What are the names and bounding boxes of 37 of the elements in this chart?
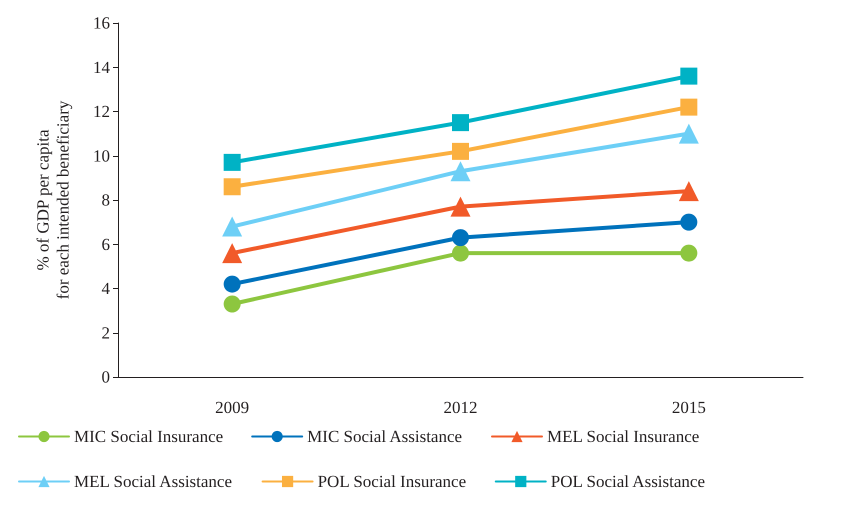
point (222, 216, 242, 237)
y-tick-label: 8 (102, 190, 110, 210)
point (678, 181, 699, 202)
point (678, 124, 699, 144)
point (224, 276, 241, 293)
point (452, 244, 469, 262)
y-tick-label: 0 (102, 368, 110, 386)
legend-label: POL Social Assistance (550, 472, 706, 491)
point (450, 161, 470, 182)
y-tick-label: 10 (93, 146, 110, 166)
legend-label: MEL Social Assistance (74, 472, 232, 491)
legend-label: POL Social Insurance (318, 472, 466, 491)
point (452, 114, 469, 132)
y-tick-label: 4 (102, 279, 110, 298)
point (450, 196, 470, 217)
legend-label: MIC Social Assistance (307, 427, 462, 446)
point (680, 244, 698, 262)
point (452, 229, 469, 246)
y-tick-label: 14 (93, 58, 110, 77)
point (222, 243, 242, 264)
x-tick-label: 2012 (444, 398, 478, 417)
point (224, 178, 241, 196)
legend-label: MIC Social Insurance (74, 427, 224, 446)
point (680, 98, 698, 116)
point (224, 154, 241, 171)
y-axis-title: % of GDP per capita for each intended beneficiary (34, 100, 72, 300)
x-tick-label: 2015 (672, 398, 706, 417)
legend-label: MEL Social Insurance (546, 427, 700, 446)
y-tick-label: 2 (102, 323, 110, 342)
y-tick-label: 12 (93, 102, 110, 121)
point (680, 214, 698, 231)
point (224, 295, 241, 312)
y-tick-label: 16 (93, 14, 110, 32)
x-tick-label: 2009 (215, 398, 250, 417)
point (452, 142, 469, 160)
point (680, 68, 698, 85)
y-tick-label: 6 (102, 234, 110, 254)
